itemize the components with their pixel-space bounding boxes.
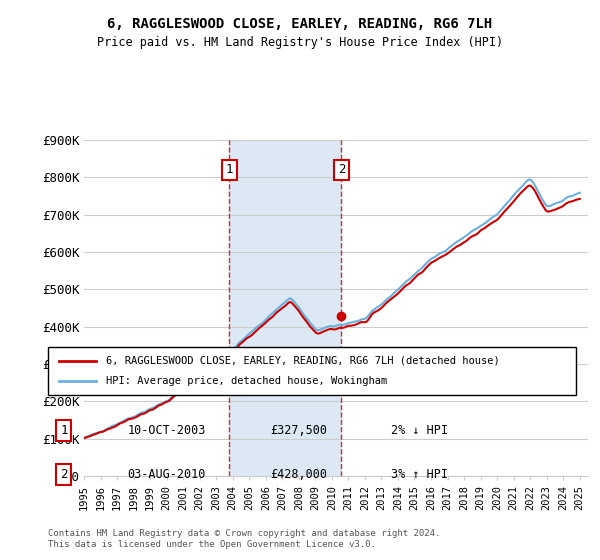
Text: £327,500: £327,500	[270, 424, 327, 437]
Text: 03-AUG-2010: 03-AUG-2010	[127, 468, 206, 481]
Text: 10-OCT-2003: 10-OCT-2003	[127, 424, 206, 437]
Text: 2% ↓ HPI: 2% ↓ HPI	[391, 424, 448, 437]
Text: £428,000: £428,000	[270, 468, 327, 481]
Text: 2: 2	[338, 164, 345, 176]
Text: Contains HM Land Registry data © Crown copyright and database right 2024.
This d: Contains HM Land Registry data © Crown c…	[48, 529, 440, 549]
Text: 1: 1	[60, 424, 68, 437]
Text: 1: 1	[226, 164, 233, 176]
Text: 6, RAGGLESWOOD CLOSE, EARLEY, READING, RG6 7LH (detached house): 6, RAGGLESWOOD CLOSE, EARLEY, READING, R…	[106, 356, 500, 366]
Text: 3% ↑ HPI: 3% ↑ HPI	[391, 468, 448, 481]
Text: 6, RAGGLESWOOD CLOSE, EARLEY, READING, RG6 7LH: 6, RAGGLESWOOD CLOSE, EARLEY, READING, R…	[107, 17, 493, 31]
Text: 2: 2	[60, 468, 68, 481]
Text: HPI: Average price, detached house, Wokingham: HPI: Average price, detached house, Woki…	[106, 376, 388, 386]
Bar	[229, 140, 341, 476]
FancyBboxPatch shape	[48, 347, 576, 395]
Text: Price paid vs. HM Land Registry's House Price Index (HPI): Price paid vs. HM Land Registry's House …	[97, 36, 503, 49]
